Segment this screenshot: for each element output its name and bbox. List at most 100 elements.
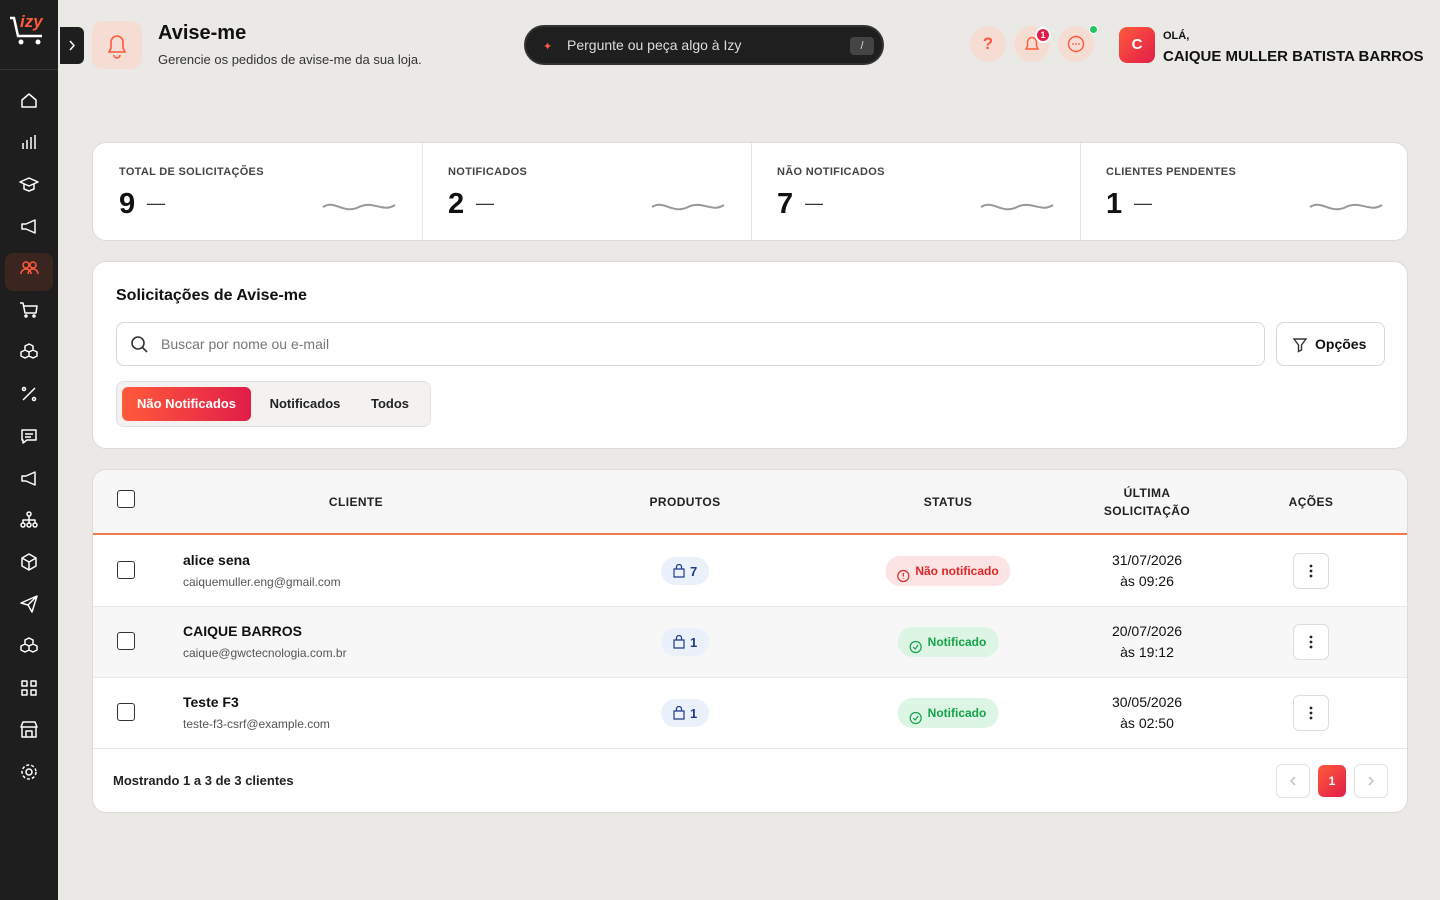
nav-icon[interactable]	[15, 464, 43, 497]
bag-icon-svg	[673, 634, 685, 649]
nav-icon[interactable]	[15, 422, 43, 455]
products-count: 1	[690, 706, 698, 721]
row-checkbox[interactable]	[117, 703, 135, 721]
status-badge: Notificado	[897, 627, 999, 657]
products-count: 1	[690, 635, 698, 650]
greeting: OLÁ,	[1163, 30, 1190, 42]
request-date: 20/07/2026	[1111, 623, 1183, 639]
status-icon	[896, 564, 910, 594]
nav-icon-svg	[21, 93, 37, 108]
search-placeholder: Buscar por nome ou e-mail	[161, 336, 330, 352]
bag-icon	[672, 634, 686, 654]
nav-icon[interactable]	[15, 86, 43, 119]
filter-card: Solicitações de Avise-me Buscar por nome…	[92, 261, 1408, 449]
request-time: às 09:26	[1120, 573, 1174, 589]
nav-icon[interactable]	[15, 254, 43, 287]
nav-icon[interactable]	[15, 380, 43, 413]
status-badge: Notificado	[897, 698, 999, 728]
stat-label: NÃO NOTIFICADOS	[777, 166, 885, 178]
chevron	[1368, 776, 1374, 786]
nav-icon[interactable]	[15, 716, 43, 749]
nav-icon-svg	[19, 177, 39, 192]
nav-icon-svg	[20, 721, 38, 738]
logo-icon	[10, 16, 42, 45]
ai-spark: ✦	[543, 41, 553, 53]
bell-icon	[1024, 36, 1040, 50]
products-pill[interactable]: 7	[661, 557, 709, 585]
status-text: Notificado	[927, 635, 987, 649]
filter-icon	[1292, 338, 1308, 353]
nav-icon[interactable]	[15, 548, 43, 581]
sidebar-toggle[interactable]	[60, 27, 84, 64]
stat-sparkline-svg	[651, 203, 725, 211]
status-text: Notificado	[927, 706, 987, 720]
help-button[interactable]: ?	[970, 26, 1006, 62]
prev-page[interactable]	[1276, 764, 1310, 798]
row-checkbox[interactable]	[117, 632, 135, 650]
next-page[interactable]	[1354, 764, 1388, 798]
nav-icon-svg	[20, 302, 38, 318]
nav-icon-svg	[21, 471, 36, 486]
dots-icon-svg	[1309, 564, 1313, 578]
stat-sparkline	[321, 195, 397, 224]
dots-icon	[1294, 696, 1328, 735]
dots-icon	[1294, 554, 1328, 593]
search-input[interactable]: Buscar por nome ou e-mail	[116, 322, 1265, 366]
nav-icon[interactable]	[15, 674, 43, 707]
nav-icon[interactable]	[15, 296, 43, 329]
nav-icon-svg	[21, 764, 37, 780]
avatar[interactable]: C	[1119, 27, 1155, 63]
stat-trend: —	[805, 193, 823, 213]
actions-button[interactable]	[1293, 553, 1329, 589]
column-header: PRODUTOS	[649, 495, 721, 509]
nav-icon[interactable]	[15, 338, 43, 371]
products-count: 7	[690, 564, 698, 579]
stat-value: 7	[777, 188, 794, 220]
nav-icon[interactable]	[15, 758, 43, 791]
actions-button[interactable]	[1293, 624, 1329, 660]
client-email: caiquemuller.eng@gmail.com	[183, 575, 341, 589]
request-date: 31/07/2026	[1111, 552, 1183, 568]
tab[interactable]: Todos	[370, 396, 410, 411]
nav-icon[interactable]	[15, 128, 43, 161]
status-icon-svg	[897, 569, 910, 583]
sidebar: izy	[0, 0, 58, 900]
stat-value: 1	[1106, 188, 1123, 220]
dots-icon-svg	[1309, 635, 1313, 649]
nav-icon-svg	[22, 135, 36, 149]
logo[interactable]: izy	[0, 0, 58, 70]
tab[interactable]: Notificados	[269, 396, 341, 411]
nav-icon[interactable]	[15, 590, 43, 623]
nav-icon[interactable]	[15, 506, 43, 539]
stat-sparkline-svg	[980, 203, 1054, 211]
pagination-summary: Mostrando 1 a 3 de 3 clientes	[113, 773, 294, 788]
products-pill[interactable]: 1	[661, 628, 709, 656]
column-header: CLIENTE	[328, 495, 384, 509]
bell-icon	[107, 35, 127, 59]
ai-search[interactable]: ✦ Pergunte ou peça algo à Izy /	[524, 25, 884, 65]
nav-icon[interactable]	[15, 170, 43, 203]
shortcut-key: /	[850, 37, 874, 55]
nav-icon[interactable]	[15, 632, 43, 665]
stat-label: NOTIFICADOS	[448, 166, 528, 178]
nav-icon-svg	[21, 219, 36, 234]
table-header	[93, 470, 1407, 535]
actions-button[interactable]	[1293, 695, 1329, 731]
stat-sparkline-svg	[1309, 203, 1383, 211]
status-icon	[909, 635, 923, 665]
client-name: Teste F3	[183, 694, 239, 710]
stat-trend: —	[147, 193, 165, 213]
tab[interactable]: Não Notificados	[122, 387, 251, 421]
column-header: AÇÕES	[1288, 495, 1334, 509]
nav-icon[interactable]	[15, 212, 43, 245]
products-pill[interactable]: 1	[661, 699, 709, 727]
nav-icon-svg	[20, 637, 38, 653]
current-page[interactable]: 1	[1318, 765, 1346, 797]
chat-button[interactable]	[1058, 26, 1094, 62]
select-all-checkbox[interactable]	[117, 490, 135, 508]
table-row: Teste F3 teste-f3-csrf@example.com 1 Notifi…	[93, 678, 1407, 749]
nav-icon-svg	[20, 261, 39, 275]
options-button[interactable]: Opções	[1276, 322, 1385, 366]
table-row: CAIQUE BARROS caique@gwctecnologia.com.br…	[93, 607, 1407, 678]
row-checkbox[interactable]	[117, 561, 135, 579]
